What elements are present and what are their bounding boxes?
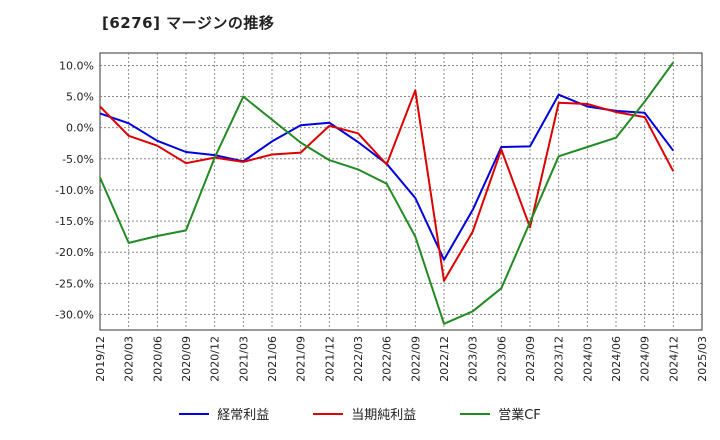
x-tick-label: 2021/03: [237, 336, 250, 382]
x-tick-label: 2022/06: [381, 336, 394, 382]
legend-label: 当期純利益: [351, 408, 417, 423]
y-tick-label: -10.0%: [55, 184, 94, 197]
x-tick-label: 2025/03: [696, 336, 709, 382]
x-tick-label: 2022/03: [352, 336, 365, 382]
chart-legend: 経常利益 当期純利益 営業CF: [0, 404, 720, 423]
x-tick-label: 2023/09: [524, 336, 537, 382]
x-tick-label: 2020/06: [151, 336, 164, 382]
x-tick-label: 2024/09: [639, 336, 652, 382]
legend-swatch: [313, 412, 344, 415]
x-tick-label: 2021/12: [323, 336, 336, 382]
legend-swatch: [460, 412, 491, 415]
legend-item: 経常利益: [179, 404, 269, 423]
legend-swatch: [179, 412, 210, 415]
x-tick-label: 2024/03: [581, 336, 594, 382]
x-tick-label: 2023/06: [495, 336, 508, 382]
x-tick-label: 2023/03: [467, 336, 480, 382]
y-tick-label: -5.0%: [62, 153, 94, 166]
series-line: [99, 61, 675, 325]
x-tick-label: 2022/12: [438, 336, 451, 382]
x-tick-label: 2020/12: [209, 336, 222, 382]
y-tick-label: 10.0%: [59, 59, 94, 72]
y-tick-label: -20.0%: [55, 246, 94, 259]
y-tick-label: -30.0%: [55, 308, 94, 321]
y-tick-label: -15.0%: [55, 215, 94, 228]
series-line: [99, 89, 675, 282]
x-tick-label: 2024/06: [610, 336, 623, 382]
x-tick-label: 2020/09: [180, 336, 193, 382]
x-tick-label: 2020/03: [123, 336, 136, 382]
legend-label: 営業CF: [498, 408, 541, 423]
x-tick-label: 2022/09: [409, 336, 422, 382]
chart-title: [6276] マージンの推移: [102, 14, 275, 32]
x-tick-label: 2021/06: [266, 336, 279, 382]
y-tick-label: 5.0%: [66, 91, 94, 104]
legend-label: 経常利益: [217, 408, 270, 423]
y-tick-label: 0.0%: [66, 122, 94, 135]
y-tick-label: -25.0%: [55, 277, 94, 290]
legend-item: 営業CF: [460, 404, 541, 423]
x-tick-label: 2019/12: [94, 336, 107, 382]
x-tick-label: 2021/09: [295, 336, 308, 382]
x-tick-label: 2024/12: [667, 336, 680, 382]
plot-area: [99, 52, 703, 331]
x-tick-label: 2023/12: [553, 336, 566, 382]
legend-item: 当期純利益: [313, 404, 416, 423]
